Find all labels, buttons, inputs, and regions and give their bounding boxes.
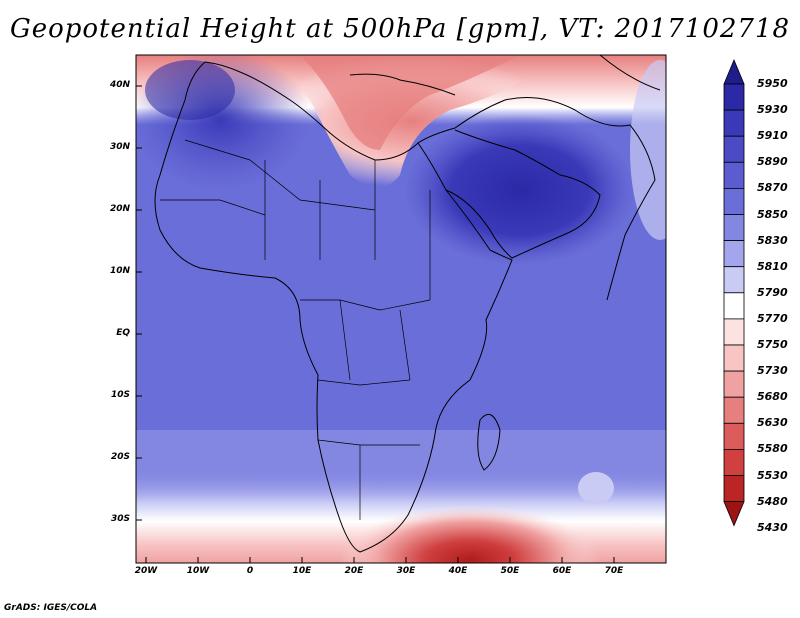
colorbar-box — [723, 370, 745, 398]
lat-label-20n: 20N — [109, 204, 130, 214]
lon-label-0: 0 — [246, 566, 254, 576]
lon-label-20w: 20W — [134, 566, 158, 576]
colorbar-level-label: 5530 — [757, 468, 788, 482]
height-field — [136, 55, 666, 563]
lat-label-30n: 30N — [109, 142, 130, 152]
colorbar-level-label: 5680 — [757, 390, 788, 404]
colorbar-bottom-arrow — [723, 501, 745, 527]
colorbar-box — [723, 161, 745, 189]
lon-label-30e: 30E — [396, 566, 416, 576]
colorbar-level-label: 5890 — [757, 155, 788, 169]
colorbar-box — [723, 135, 745, 163]
colorbar-level-label: 5770 — [757, 311, 788, 325]
lon-label-70e: 70E — [604, 566, 624, 576]
colorbar-level-label: 5750 — [757, 338, 788, 351]
colorbar-level-label: 5630 — [757, 416, 788, 430]
colorbar-top-arrow — [723, 58, 745, 85]
colorbar-box — [723, 475, 745, 503]
colorbar-level-label: 5790 — [757, 285, 788, 299]
lat-label-10s: 10S — [110, 390, 130, 400]
lat-label-eq: EQ — [116, 328, 130, 338]
colorbar-box — [723, 396, 745, 424]
colorbar — [723, 58, 745, 527]
figure-title: Geopotential Height at 500hPa [gpm], VT:… — [9, 14, 791, 44]
colorbar-box — [723, 266, 745, 294]
lon-label-50e: 50E — [500, 566, 520, 576]
colorbar-level-label: 5730 — [757, 364, 788, 378]
lat-label-10n: 10N — [109, 266, 130, 276]
colorbar-box — [723, 187, 745, 215]
lon-label-10w: 10W — [186, 566, 210, 576]
colorbar-box — [723, 214, 745, 242]
colorbar-level-label: 5480 — [757, 494, 788, 508]
colorbar-box — [723, 240, 745, 268]
colorbar-level-label: 5870 — [757, 181, 788, 195]
grads-credit: GrADS: IGES/COLA — [4, 603, 98, 613]
colorbar-level-label: 5930 — [757, 103, 788, 117]
map-frame — [135, 54, 667, 564]
axis-ticks — [136, 85, 615, 563]
colorbar-box — [723, 422, 745, 450]
lon-label-40e: 40E — [448, 566, 468, 576]
lon-label-60e: 60E — [552, 566, 572, 576]
lat-label-20s: 20S — [110, 452, 130, 462]
country-borders — [160, 139, 431, 520]
colorbar-level-label: 5950 — [757, 77, 788, 90]
colorbar-level-label: 5910 — [757, 129, 788, 143]
colorbar-box — [723, 344, 745, 372]
colorbar-level-label: 5580 — [757, 442, 788, 456]
colorbar-level-label: 5850 — [757, 207, 788, 221]
colorbar-box — [723, 318, 745, 346]
colorbar-level-label: 5430 — [757, 520, 788, 534]
colorbar-box — [723, 109, 745, 137]
lon-label-10e: 10E — [292, 566, 312, 576]
colorbar-box — [723, 292, 745, 320]
colorbar-level-label: 5810 — [757, 259, 788, 273]
lat-label-40n: 40N — [109, 80, 130, 90]
lat-label-30s: 30S — [110, 514, 130, 524]
lon-label-20e: 20E — [344, 566, 364, 576]
colorbar-box — [723, 83, 745, 111]
colorbar-box — [723, 448, 745, 476]
colorbar-level-label: 5830 — [757, 233, 788, 247]
